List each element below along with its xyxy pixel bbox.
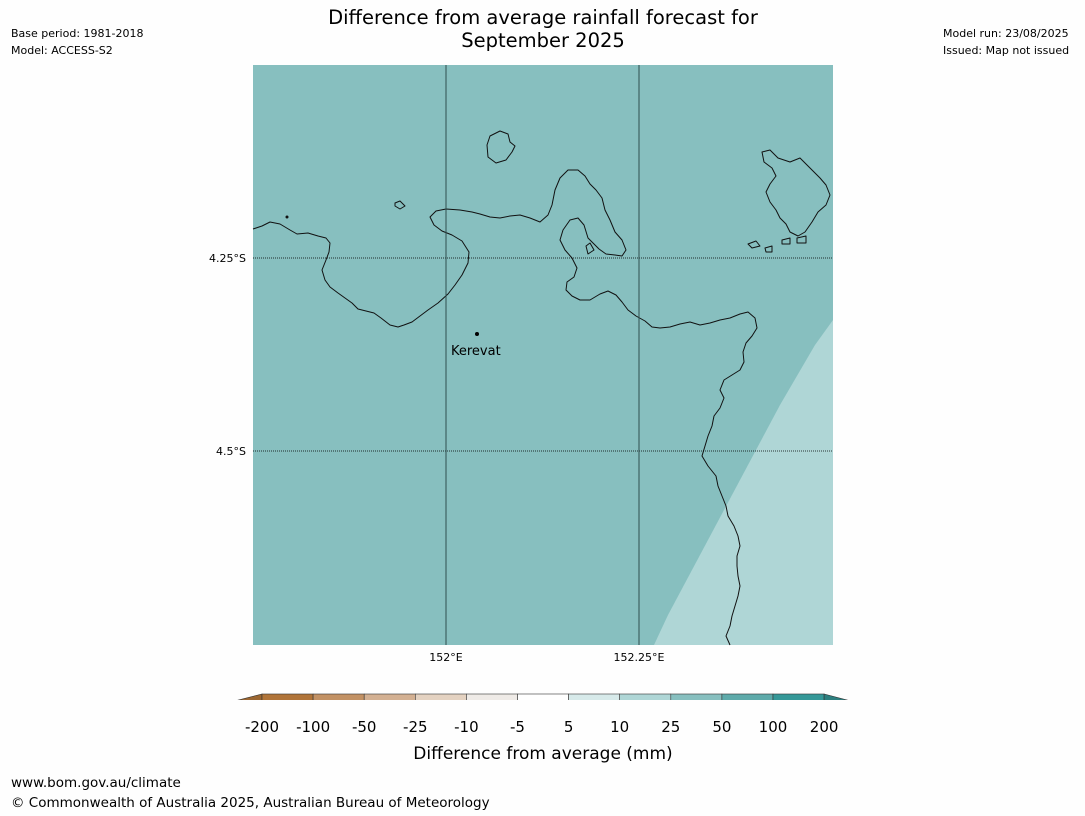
colorbar-segment [414,693,467,700]
lat-label: 4.25°S [209,252,246,265]
colorbar-segment [670,693,723,700]
colorbar-tick-labels: -200 -100 -50 -25 -10 -5 5 10 25 50 100 200 [0,718,1085,740]
kerevat-marker [475,332,479,336]
colorbar-segment [517,693,569,700]
colorbar-tick-label: 50 [712,718,732,736]
website-link[interactable]: www.bom.gov.au/climate [11,775,181,791]
colorbar-segment [721,693,774,700]
coastline-islet [394,200,406,210]
model-run: Model run: 23/08/2025 [943,27,1069,40]
colorbar-segment [772,693,825,700]
colorbar-tick-label: -25 [403,718,428,736]
colorbar-segment [568,693,620,700]
light-anomaly-region [654,320,833,645]
colorbar-tick-label: 5 [563,718,574,736]
colorbar-title: Difference from average (mm) [413,744,673,764]
colorbar-tick-label: 100 [758,718,788,736]
colorbar-tick-label: 10 [610,718,630,736]
colorbar-tick-label: -200 [244,718,280,736]
colorbar-tick-label: -10 [454,718,479,736]
coastline-east-islets [747,235,807,253]
colorbar-segment [261,693,314,700]
colorbar-tick-label: -100 [296,718,331,736]
coastline-mainland [252,169,758,646]
map-title: Difference from average rainfall forecas… [243,6,843,52]
colorbar-tick-label: 200 [809,718,839,736]
coastline-east-island [761,149,831,237]
meta-left: Base period: 1981-2018 Model: ACCESS-S2 [11,25,143,59]
colorbar-tick-label: -5 [510,718,525,736]
coastline [252,130,831,646]
colorbar-tick-label: 25 [661,718,681,736]
colorbar-segment [312,693,365,700]
issued-status: Issued: Map not issued [943,44,1070,57]
coastline-island-north [486,130,516,164]
graticule: 4.25°S 4.5°S 152°E 152.25°E [209,65,833,664]
coastline-inlet [585,242,595,255]
colorbar-segment [363,693,416,700]
lon-label: 152.25°E [614,651,665,664]
footer: www.bom.gov.au/climate © Commonwealth of… [11,773,490,813]
colorbar [237,693,849,700]
islet-dot [285,215,289,219]
kerevat-label: Kerevat [451,344,501,359]
model-name: Model: ACCESS-S2 [11,44,113,57]
colorbar-tick-label: -50 [351,718,377,736]
forecast-map: 4.25°S 4.5°S 152°E 152.25°E Kerevat [209,65,849,700]
colorbar-segment [619,693,672,700]
lon-label: 152°E [429,651,462,664]
colorbar-extend-low [237,693,263,700]
copyright: © Commonwealth of Australia 2025, Austra… [11,795,490,811]
colorbar-segment [466,693,518,700]
base-period: Base period: 1981-2018 [11,27,144,40]
colorbar-extend-high [823,693,849,700]
meta-right: Model run: 23/08/2025 Issued: Map not is… [943,25,1069,59]
title-line-2: September 2025 [461,29,625,52]
title-line-1: Difference from average rainfall forecas… [328,6,758,29]
lat-label: 4.5°S [216,445,246,458]
